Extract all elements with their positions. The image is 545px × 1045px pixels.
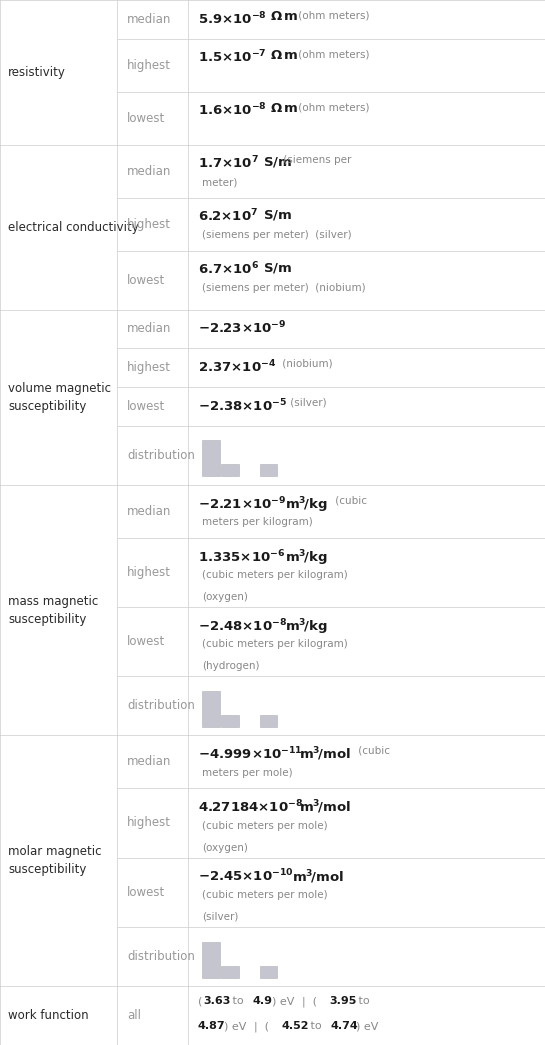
Text: meters per kilogram): meters per kilogram) [202,517,313,528]
Text: $\mathbf{1.5{\times}10^{-7}}$: $\mathbf{1.5{\times}10^{-7}}$ [198,49,267,66]
Text: highest: highest [127,59,171,72]
Text: to: to [307,1021,325,1031]
Text: $\mathbf{-2.21{\times}10^{-9}}$: $\mathbf{-2.21{\times}10^{-9}}$ [198,495,286,512]
Text: (niobium): (niobium) [279,358,333,369]
Text: meters per mole): meters per mole) [202,768,293,777]
Text: lowest: lowest [127,886,165,899]
Text: $\mathbf{m^3\!/kg}$: $\mathbf{m^3\!/kg}$ [285,495,328,515]
Text: (hydrogen): (hydrogen) [202,661,260,671]
Text: distribution: distribution [127,699,195,713]
Text: $\mathbf{-2.38{\times}10^{-5}}$: $\mathbf{-2.38{\times}10^{-5}}$ [198,397,287,414]
Text: (cubic meters per mole): (cubic meters per mole) [202,890,328,900]
Text: $\mathbf{1.335{\times}10^{-6}}$: $\mathbf{1.335{\times}10^{-6}}$ [198,549,285,565]
Text: |  (: | ( [247,1021,269,1032]
Text: $\mathbf{1.7{\times}10^{7}}$: $\mathbf{1.7{\times}10^{7}}$ [198,155,259,171]
Text: $\mathbf{m^3\!/mol}$: $\mathbf{m^3\!/mol}$ [292,868,344,886]
Text: median: median [127,165,171,178]
Text: $\mathbf{1.6{\times}10^{-8}}$: $\mathbf{1.6{\times}10^{-8}}$ [198,102,267,119]
Text: meter): meter) [202,177,238,187]
Text: (oxygen): (oxygen) [202,842,248,853]
Text: highest: highest [127,362,171,374]
Text: (cubic meters per kilogram): (cubic meters per kilogram) [202,571,348,580]
Text: $\mathbf{4.27184{\times}10^{-8}}$: $\mathbf{4.27184{\times}10^{-8}}$ [198,798,303,815]
Text: 4.9: 4.9 [252,996,272,1006]
Text: distribution: distribution [127,950,195,962]
Text: median: median [127,323,171,335]
Text: highest: highest [127,217,171,231]
Text: to: to [355,996,370,1006]
Text: electrical conductivity: electrical conductivity [8,220,139,234]
Text: (cubic meters per kilogram): (cubic meters per kilogram) [202,640,348,649]
Text: $\mathbf{S/m}$: $\mathbf{S/m}$ [263,208,292,222]
Text: $\mathbf{\Omega\,m}$: $\mathbf{\Omega\,m}$ [270,49,299,62]
Text: (oxygen): (oxygen) [202,593,248,602]
Bar [259,966,277,977]
Bar [221,715,239,727]
Text: $\mathbf{-2.45{\times}10^{-10}}$: $\mathbf{-2.45{\times}10^{-10}}$ [198,868,294,885]
Bar [202,691,220,727]
Text: resistivity: resistivity [8,66,66,78]
Text: lowest: lowest [127,400,165,413]
Text: $\mathbf{\Omega\,m}$: $\mathbf{\Omega\,m}$ [270,102,299,115]
Text: $\mathbf{-2.23{\times}10^{-9}}$: $\mathbf{-2.23{\times}10^{-9}}$ [198,320,286,336]
Bar [202,440,220,477]
Bar [202,942,220,977]
Text: work function: work function [8,1009,89,1022]
Text: molar magnetic
susceptibility: molar magnetic susceptibility [8,845,102,876]
Bar [221,464,239,477]
Text: 3.63: 3.63 [204,996,231,1006]
Text: ) eV: ) eV [272,996,294,1006]
Text: (silver): (silver) [287,397,326,408]
Text: lowest: lowest [127,635,165,648]
Text: 4.74: 4.74 [330,1021,358,1031]
Text: ) eV: ) eV [223,1021,246,1031]
Text: median: median [127,756,171,768]
Text: $\mathbf{\Omega\,m}$: $\mathbf{\Omega\,m}$ [270,10,299,23]
Text: volume magnetic
susceptibility: volume magnetic susceptibility [8,381,111,413]
Text: mass magnetic
susceptibility: mass magnetic susceptibility [8,595,99,626]
Text: to: to [229,996,247,1006]
Text: (siemens per meter)  (silver): (siemens per meter) (silver) [202,230,352,240]
Text: $\mathbf{2.37{\times}10^{-4}}$: $\mathbf{2.37{\times}10^{-4}}$ [198,358,276,375]
Text: $\mathbf{m^3\!/mol}$: $\mathbf{m^3\!/mol}$ [299,798,352,816]
Text: 4.52: 4.52 [281,1021,309,1031]
Text: $\mathbf{m^3\!/kg}$: $\mathbf{m^3\!/kg}$ [285,549,328,567]
Text: $\mathbf{-2.48{\times}10^{-8}}$: $\mathbf{-2.48{\times}10^{-8}}$ [198,618,287,634]
Text: |  (: | ( [295,996,317,1007]
Text: $\mathbf{S/m}$: $\mathbf{S/m}$ [263,155,292,169]
Text: $\mathbf{6.2{\times}10^{7}}$: $\mathbf{6.2{\times}10^{7}}$ [198,208,258,225]
Text: lowest: lowest [127,274,165,286]
Text: distribution: distribution [127,448,195,462]
Text: (siemens per meter)  (niobium): (siemens per meter) (niobium) [202,283,366,293]
Text: $\mathbf{-4.999{\times}10^{-11}}$: $\mathbf{-4.999{\times}10^{-11}}$ [198,746,302,763]
Text: (siemens per: (siemens per [280,155,352,165]
Text: ) eV: ) eV [356,1021,378,1031]
Text: highest: highest [127,566,171,579]
Text: (: ( [198,996,202,1006]
Bar [221,966,239,977]
Text: 3.95: 3.95 [330,996,357,1006]
Text: $\mathbf{m^3\!/kg}$: $\mathbf{m^3\!/kg}$ [285,618,328,637]
Text: (ohm meters): (ohm meters) [295,49,370,60]
Text: 4.87: 4.87 [198,1021,226,1031]
Text: all: all [127,1009,141,1022]
Text: lowest: lowest [127,112,165,124]
Text: (cubic meters per mole): (cubic meters per mole) [202,820,328,831]
Text: (cubic: (cubic [332,495,367,506]
Text: median: median [127,505,171,517]
Text: $\mathbf{6.7{\times}10^{6}}$: $\mathbf{6.7{\times}10^{6}}$ [198,261,259,278]
Text: (cubic: (cubic [355,746,390,756]
Bar [259,464,277,477]
Text: $\mathbf{5.9{\times}10^{-8}}$: $\mathbf{5.9{\times}10^{-8}}$ [198,10,267,27]
Bar [259,715,277,727]
Text: (silver): (silver) [202,912,239,922]
Text: (ohm meters): (ohm meters) [295,10,370,21]
Text: $\mathbf{m^3\!/mol}$: $\mathbf{m^3\!/mol}$ [299,746,352,764]
Text: (ohm meters): (ohm meters) [295,102,370,112]
Text: highest: highest [127,816,171,830]
Text: $\mathbf{S/m}$: $\mathbf{S/m}$ [263,261,292,275]
Text: median: median [127,13,171,26]
